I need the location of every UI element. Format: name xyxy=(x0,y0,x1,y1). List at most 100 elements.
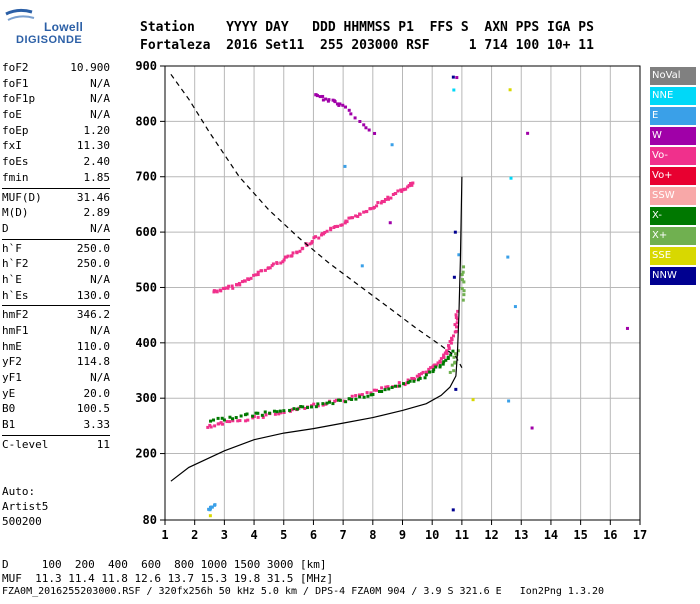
data-point xyxy=(235,283,239,287)
data-point xyxy=(365,391,369,395)
data-point xyxy=(396,384,400,388)
data-point xyxy=(327,98,331,102)
param-value: 100.5 xyxy=(76,402,110,416)
data-point xyxy=(380,386,384,390)
data-point xyxy=(442,355,446,359)
param-row: B1 3.33 xyxy=(2,417,110,433)
data-point xyxy=(449,341,453,345)
data-point xyxy=(227,284,231,288)
auto-software: Artist5 xyxy=(2,500,49,513)
param-row: yE 20.0 xyxy=(2,386,110,402)
x-tick-label: 5 xyxy=(280,528,287,542)
param-value: 11 xyxy=(96,437,110,451)
param-name: h`F xyxy=(2,241,22,255)
data-point xyxy=(452,334,456,338)
data-point xyxy=(329,226,333,230)
param-value: 1.20 xyxy=(83,123,111,137)
data-point xyxy=(291,251,295,255)
data-point xyxy=(343,221,347,225)
data-point xyxy=(290,254,294,258)
data-point xyxy=(362,210,366,214)
y-tick-label: 500 xyxy=(135,280,157,294)
data-point xyxy=(506,255,510,259)
legend-item: W xyxy=(650,127,696,145)
param-name: fmin xyxy=(2,170,29,184)
data-point xyxy=(254,411,258,415)
data-point xyxy=(316,402,320,406)
data-point xyxy=(406,381,410,385)
data-point xyxy=(240,280,244,284)
data-point xyxy=(340,223,344,227)
data-point xyxy=(397,381,401,385)
param-separator xyxy=(2,187,110,189)
data-point xyxy=(391,192,395,196)
x-tick-label: 14 xyxy=(544,528,558,542)
data-point xyxy=(279,411,283,415)
data-point xyxy=(454,313,458,317)
data-point xyxy=(454,316,458,320)
data-point xyxy=(428,370,432,374)
data-point xyxy=(256,273,260,277)
param-row: foE N/A xyxy=(2,107,110,123)
data-point xyxy=(225,420,229,424)
data-point xyxy=(357,393,361,397)
data-point xyxy=(217,422,221,426)
data-point xyxy=(358,119,362,123)
data-point xyxy=(424,373,428,377)
logo-line2: DIGISONDE xyxy=(16,34,83,46)
data-point xyxy=(451,349,455,353)
data-point xyxy=(327,400,331,404)
data-point xyxy=(508,88,512,92)
param-name: foF1p xyxy=(2,92,36,106)
data-point xyxy=(268,411,272,415)
data-point xyxy=(252,415,256,419)
param-value: 11.30 xyxy=(76,139,110,153)
data-point xyxy=(321,402,325,406)
data-point xyxy=(215,290,219,294)
data-point xyxy=(376,201,380,205)
data-point xyxy=(453,360,457,364)
param-value: 20.0 xyxy=(83,386,111,400)
data-point xyxy=(308,242,312,246)
data-point xyxy=(266,266,270,270)
data-point xyxy=(372,388,376,392)
data-point xyxy=(301,246,305,250)
data-point xyxy=(222,418,226,422)
data-point xyxy=(333,225,337,229)
data-point xyxy=(354,397,358,401)
x-tick-label: 10 xyxy=(425,528,439,542)
data-point xyxy=(350,397,354,401)
data-point xyxy=(390,143,394,147)
data-point xyxy=(509,176,513,180)
data-point xyxy=(450,336,454,340)
data-point xyxy=(372,205,376,209)
data-point xyxy=(444,358,448,362)
data-point xyxy=(407,184,411,188)
y-tick-label: 80 xyxy=(143,513,157,527)
data-point xyxy=(334,398,338,402)
data-point xyxy=(213,424,217,428)
data-point xyxy=(243,413,247,417)
data-point xyxy=(451,75,455,79)
data-point xyxy=(312,402,316,406)
data-point xyxy=(434,363,438,367)
param-row: yF1 N/A xyxy=(2,370,110,386)
param-separator xyxy=(2,305,110,307)
x-tick-label: 6 xyxy=(310,528,317,542)
data-point xyxy=(448,370,452,374)
data-point xyxy=(298,249,302,253)
x-tick-label: 1 xyxy=(161,528,168,542)
legend-item: SSW xyxy=(650,187,696,205)
data-point xyxy=(389,196,393,200)
data-point xyxy=(419,372,423,376)
data-point xyxy=(312,236,316,240)
data-point xyxy=(384,385,388,389)
data-point xyxy=(264,413,268,417)
x-tick-label: 4 xyxy=(250,528,257,542)
data-point xyxy=(285,255,289,259)
data-point xyxy=(230,284,234,288)
data-point xyxy=(462,280,466,284)
data-point xyxy=(386,385,390,389)
file-info: FZA0M_2016255203000.RSF / 320fx256h 50 k… xyxy=(2,586,605,597)
data-point xyxy=(243,279,247,283)
